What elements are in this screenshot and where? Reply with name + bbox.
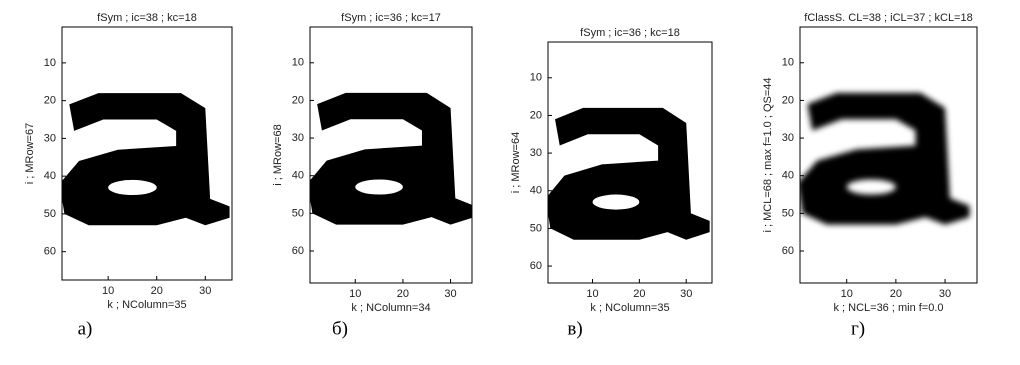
panel-title: fSym ; ic=36 ; kc=17: [341, 12, 441, 24]
y-tick-label: 10: [782, 57, 794, 69]
x-tick-label: 20: [890, 288, 902, 300]
y-tick-label: 10: [292, 57, 304, 69]
y-tick-label: 20: [44, 95, 56, 107]
glyph: [546, 108, 710, 240]
y-label: i ; MRow=68: [272, 124, 284, 185]
x-tick-label: 30: [199, 285, 211, 297]
y-tick-label: 30: [530, 147, 542, 159]
glyph: [308, 93, 475, 225]
y-tick-label: 30: [44, 132, 56, 144]
x-tick-label: 10: [586, 288, 598, 300]
image-area: [546, 108, 710, 240]
y-tick-label: 60: [44, 246, 56, 258]
panel-title: fSym ; ic=38 ; kc=18: [97, 12, 197, 24]
panel-title: fClassS. CL=38 ; iCL=37 ; kCL=18: [804, 12, 972, 24]
x-label: k ; NColumn=34: [351, 302, 430, 314]
y-tick-label: 10: [530, 72, 542, 84]
y-label: i ; MRow=67: [24, 123, 36, 184]
y-tick-label: 30: [292, 132, 304, 144]
y-tick-label: 60: [292, 245, 304, 257]
y-tick-label: 50: [292, 207, 304, 219]
x-label: k ; NColumn=35: [590, 302, 669, 314]
panel-title: fSym ; ic=36 ; kc=18: [580, 27, 680, 39]
y-tick-label: 50: [782, 207, 794, 219]
figure: fSym ; ic=38 ; kc=18 10 20 30 40 50 60 10 20 30 k …: [0, 0, 1020, 365]
x-tick-label: 30: [680, 288, 692, 300]
caption: а): [78, 318, 93, 339]
caption: г): [851, 318, 865, 339]
x-tick-label: 20: [633, 288, 645, 300]
y-tick-label: 20: [530, 109, 542, 121]
x-tick-label: 30: [939, 288, 951, 300]
image-area: [798, 93, 970, 225]
x-tick-label: 10: [102, 285, 114, 297]
y-tick-label: 40: [292, 170, 304, 182]
y-tick-label: 50: [530, 222, 542, 234]
y-label: i ; MCL=68 ; max f=1.0 ; QS=44: [762, 78, 774, 233]
x-tick-label: 30: [444, 288, 456, 300]
x-tick-label: 20: [397, 288, 409, 300]
y-tick-label: 40: [44, 170, 56, 182]
y-tick-label: 50: [44, 208, 56, 220]
y-tick-label: 20: [782, 94, 794, 106]
y-tick-label: 10: [44, 57, 56, 69]
y-tick-label: 20: [292, 94, 304, 106]
y-tick-label: 60: [530, 260, 542, 272]
y-tick-label: 40: [530, 185, 542, 197]
x-tick-label: 20: [151, 285, 163, 297]
y-tick-label: 30: [782, 132, 794, 144]
image-area: [308, 93, 475, 225]
y-tick-label: 40: [782, 170, 794, 182]
y-label: i ; MRow=64: [510, 132, 522, 193]
x-label: k ; NCL=36 ; min f=0.0: [833, 302, 943, 314]
y-tick-label: 60: [782, 245, 794, 257]
image-area: [60, 93, 230, 225]
x-tick-label: 10: [841, 288, 853, 300]
glyph: [798, 93, 970, 225]
glyph: [60, 93, 230, 225]
x-tick-label: 10: [349, 288, 361, 300]
x-label: k ; NColumn=35: [107, 299, 186, 311]
caption: б): [332, 318, 348, 339]
caption: в): [567, 318, 582, 339]
